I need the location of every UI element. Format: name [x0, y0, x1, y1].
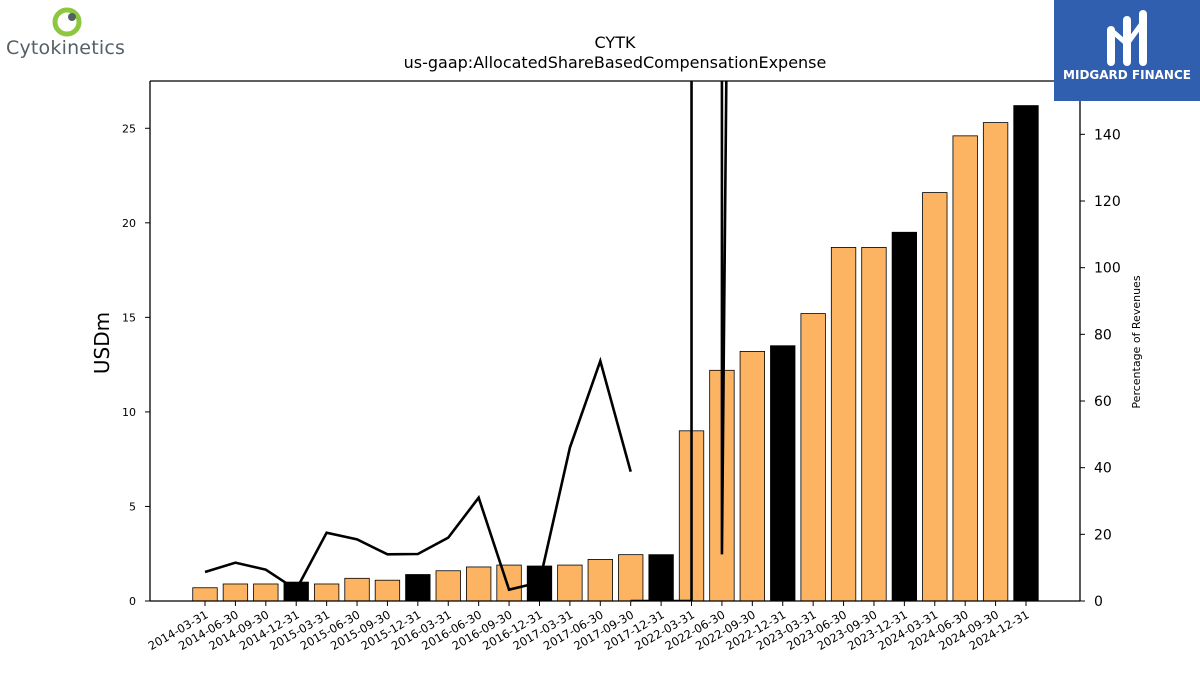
- bar-2023-06-30: [830, 246, 857, 602]
- bar-2024-09-30: [982, 122, 1009, 602]
- bar-2023-12-31: [891, 231, 918, 602]
- chart-title: CYTK: [595, 33, 636, 52]
- y2-tick-label: 80: [1094, 327, 1112, 343]
- y2-tick-label: 120: [1094, 194, 1121, 210]
- midgard-finance-logo-text: MIDGARD FINANCE: [1063, 68, 1191, 82]
- bar-2015-12-31: [405, 574, 431, 602]
- bar-2017-06-30: [587, 559, 613, 602]
- bar-2016-06-30: [466, 566, 492, 602]
- bar-2015-03-31: [313, 583, 340, 602]
- y2-tick-label: 140: [1094, 127, 1121, 143]
- y-tick-label: 25: [122, 122, 136, 135]
- bar-2014-09-30: [253, 583, 279, 602]
- y2-tick-label: 100: [1094, 261, 1121, 277]
- y2-tick-label: 20: [1094, 527, 1112, 543]
- bar-2022-12-31: [770, 345, 796, 602]
- cytokinetics-logo-text: Cytokinetics: [6, 37, 126, 59]
- bar-2022-09-30: [739, 350, 765, 602]
- midgard-m-icon: [1107, 10, 1147, 66]
- y2-tick-label: 0: [1094, 594, 1103, 610]
- percentage-line-segment-2: [630, 81, 728, 601]
- bar-2024-06-30: [952, 135, 978, 602]
- y2-axis-label: Percentage of Revenues: [1130, 275, 1143, 408]
- y2-tick-label: 40: [1094, 461, 1112, 477]
- cytokinetics-ring-icon: [52, 7, 82, 37]
- y-tick-label: 15: [122, 311, 136, 324]
- y-tick-label: 0: [129, 595, 136, 608]
- y-tick-label: 5: [129, 500, 136, 513]
- bar-2014-03-31: [192, 587, 218, 602]
- bar-2016-03-31: [435, 570, 461, 602]
- cytokinetics-logo: Cytokinetics: [4, 4, 128, 60]
- bar-2015-06-30: [344, 577, 370, 602]
- bar-2015-09-30: [374, 579, 401, 602]
- chart-subtitle: us-gaap:AllocatedShareBasedCompensationE…: [404, 53, 827, 72]
- percentage-line-segment-1: [204, 356, 632, 592]
- y-tick-label: 10: [122, 406, 136, 419]
- midgard-finance-logo: MIDGARD FINANCE: [1054, 0, 1200, 101]
- y-tick-label: 20: [122, 217, 136, 230]
- bar-2014-06-30: [222, 583, 249, 602]
- y-axis-label: USDm: [90, 312, 114, 374]
- bar-2017-09-30: [618, 554, 644, 602]
- bar-2024-03-31: [922, 192, 948, 602]
- bar-2017-12-31: [648, 554, 674, 602]
- bar-2024-12-31: [1013, 105, 1039, 602]
- bar-2023-03-31: [800, 313, 826, 602]
- bar-2023-09-30: [861, 246, 887, 602]
- bar-2017-03-31: [557, 564, 583, 602]
- y2-tick-label: 60: [1094, 394, 1112, 410]
- bar-2016-09-30: [496, 564, 522, 602]
